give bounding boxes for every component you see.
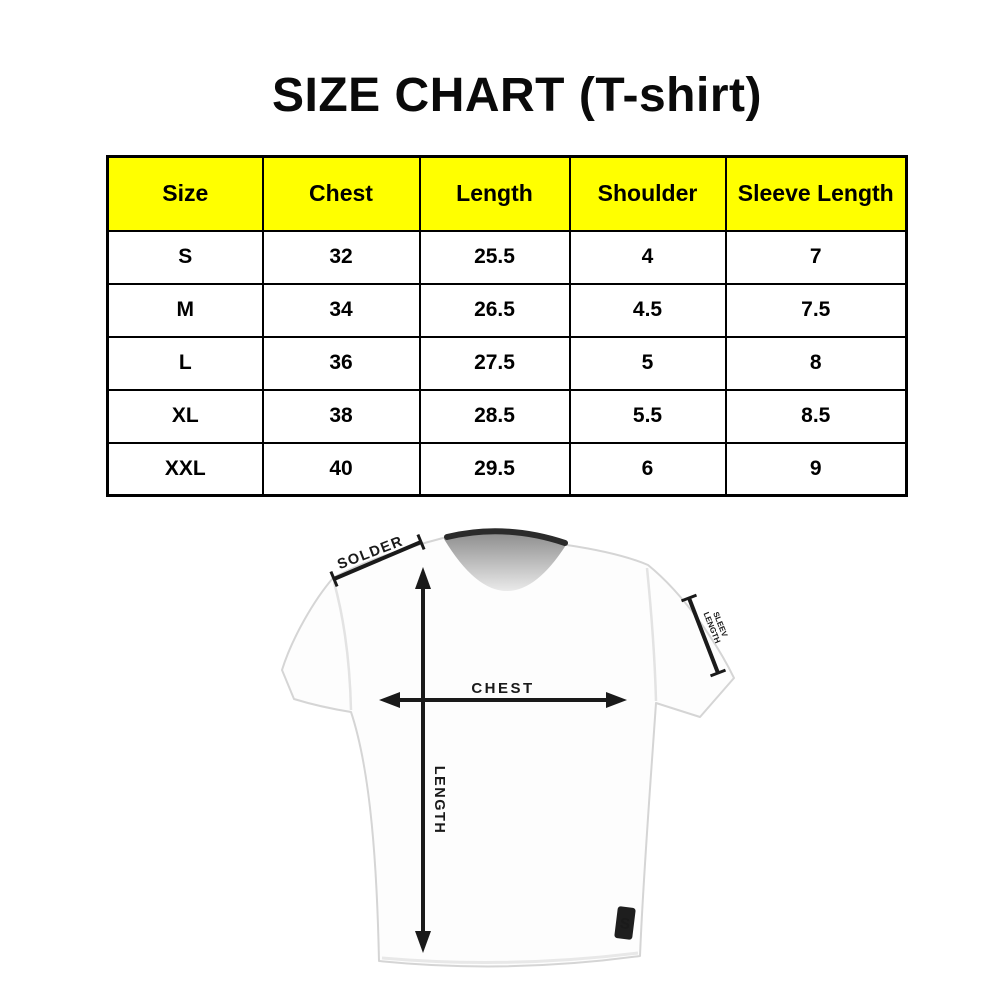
column-header-sleeve-length: Sleeve Length bbox=[724, 155, 908, 232]
left-sleeve-seam bbox=[332, 581, 353, 711]
size-table: Size Chest Length Shoulder Sleeve Length… bbox=[106, 155, 908, 497]
collar-band bbox=[444, 528, 568, 546]
cell-sleeve-length: 7 bbox=[724, 229, 908, 285]
cell-sleeve-length: 9 bbox=[724, 441, 908, 497]
right-sleeve-seam bbox=[645, 567, 658, 702]
cell-size: XL bbox=[106, 388, 264, 444]
table-row-xl: XL 38 28.5 5.5 8.5 bbox=[106, 388, 908, 444]
neck-opening bbox=[444, 533, 566, 592]
cell-chest: 32 bbox=[261, 229, 421, 285]
table-row-s: S 32 25.5 4 7 bbox=[106, 229, 908, 285]
cell-shoulder: 5 bbox=[568, 335, 727, 391]
cell-chest: 40 bbox=[261, 441, 421, 497]
cell-size: M bbox=[106, 282, 264, 338]
chest-label: CHEST bbox=[471, 680, 534, 697]
length-label: LENGTH bbox=[431, 766, 447, 835]
cell-length: 27.5 bbox=[418, 335, 571, 391]
column-header-size: Size bbox=[106, 155, 264, 232]
cell-shoulder: 4.5 bbox=[568, 282, 727, 338]
cell-size: S bbox=[106, 229, 264, 285]
column-header-shoulder: Shoulder bbox=[568, 155, 727, 232]
shoulder-measure-line bbox=[329, 534, 426, 587]
tshirt-measurement-diagram: LENGTH CHEST SOLDER SLEEV LENGTH S bbox=[281, 528, 735, 968]
table-header-row: Size Chest Length Shoulder Sleeve Length bbox=[106, 155, 908, 232]
brand-tag-letter: S bbox=[619, 915, 631, 933]
length-arrow bbox=[415, 567, 431, 953]
cell-sleeve-length: 7.5 bbox=[724, 282, 908, 338]
column-header-length: Length bbox=[418, 155, 571, 232]
cell-length: 29.5 bbox=[418, 441, 571, 497]
cell-shoulder: 4 bbox=[568, 229, 727, 285]
cell-shoulder: 5.5 bbox=[568, 388, 727, 444]
cell-chest: 36 bbox=[261, 335, 421, 391]
sleeve-measure-line bbox=[680, 593, 727, 678]
cell-sleeve-length: 8 bbox=[724, 335, 908, 391]
cell-size: XXL bbox=[106, 441, 264, 497]
table-row-m: M 34 26.5 4.5 7.5 bbox=[106, 282, 908, 338]
hem-shadow bbox=[381, 951, 639, 964]
cell-length: 26.5 bbox=[418, 282, 571, 338]
cell-size: L bbox=[106, 335, 264, 391]
table-row-xxl: XXL 40 29.5 6 9 bbox=[106, 441, 908, 497]
tshirt-outline bbox=[281, 530, 735, 968]
cell-chest: 38 bbox=[261, 388, 421, 444]
cell-length: 28.5 bbox=[418, 388, 571, 444]
cell-shoulder: 6 bbox=[568, 441, 727, 497]
cell-chest: 34 bbox=[261, 282, 421, 338]
chest-arrow bbox=[379, 692, 627, 708]
brand-tag: S bbox=[614, 906, 636, 940]
column-header-chest: Chest bbox=[261, 155, 421, 232]
table-row-l: L 36 27.5 5 8 bbox=[106, 335, 908, 391]
page-title: SIZE CHART (T-shirt) bbox=[272, 69, 762, 122]
cell-length: 25.5 bbox=[418, 229, 571, 285]
cell-sleeve-length: 8.5 bbox=[724, 388, 908, 444]
